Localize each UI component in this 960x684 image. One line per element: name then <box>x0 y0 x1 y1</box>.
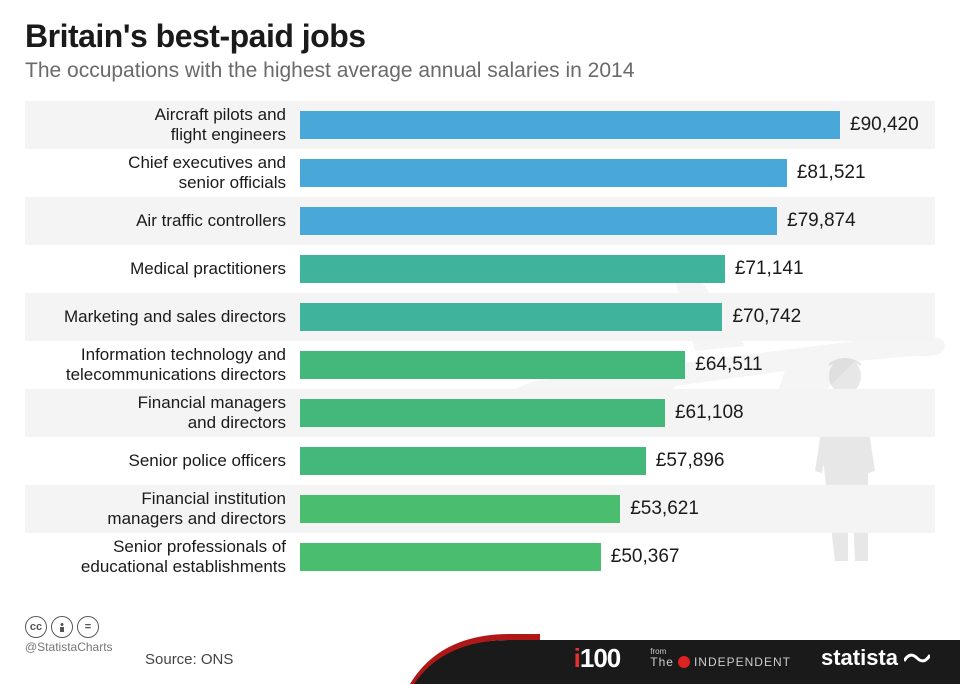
chart-row: Senior police officers £57,896 <box>25 437 935 485</box>
chart-row: Aircraft pilots andflight engineers £90,4… <box>25 101 935 149</box>
by-icon <box>51 616 73 638</box>
i100-logo: i100 <box>574 643 621 674</box>
bar-value: £61,108 <box>675 402 744 424</box>
chart-row: Information technology andtelecommunicat… <box>25 341 935 389</box>
row-label: Financial managersand directors <box>25 393 300 432</box>
independent-logo: from The INDEPENDENT <box>650 648 791 668</box>
bar <box>300 399 665 427</box>
bar <box>300 159 787 187</box>
row-label: Marketing and sales directors <box>25 307 300 327</box>
bar-value: £53,621 <box>630 498 699 520</box>
bar-cell: £70,742 <box>300 303 935 331</box>
row-label: Air traffic controllers <box>25 211 300 231</box>
bar-value: £79,874 <box>787 210 856 232</box>
bar-value: £81,521 <box>797 162 866 184</box>
twitter-handle: @StatistaCharts <box>25 640 113 654</box>
chart-row: Senior professionals ofeducational estab… <box>25 533 935 581</box>
statista-logo: statista <box>821 645 930 671</box>
chart-footer: cc = @StatistaCharts Source: ONS i100 fr… <box>0 616 960 684</box>
bar-cell: £81,521 <box>300 159 935 187</box>
eagle-icon <box>678 656 690 668</box>
bar-cell: £71,141 <box>300 255 935 283</box>
bar-value: £71,141 <box>735 258 804 280</box>
bar-cell: £79,874 <box>300 207 935 235</box>
bar <box>300 303 722 331</box>
bar <box>300 543 601 571</box>
bar <box>300 255 725 283</box>
chart-row: Financial managersand directors £61,108 <box>25 389 935 437</box>
bar <box>300 351 685 379</box>
cc-icon: cc <box>25 616 47 638</box>
cc-license-icons: cc = <box>25 616 113 638</box>
bar-value: £90,420 <box>850 114 919 136</box>
chart-row: Chief executives andsenior officials £81,… <box>25 149 935 197</box>
bar-cell: £53,621 <box>300 495 935 523</box>
bar <box>300 447 646 475</box>
chart-subtitle: The occupations with the highest average… <box>25 59 935 83</box>
bar-value: £64,511 <box>695 354 762 376</box>
bar-cell: £57,896 <box>300 447 935 475</box>
bar <box>300 495 620 523</box>
chart-row: Financial institutionmanagers and direct… <box>25 485 935 533</box>
statista-wave-icon <box>904 649 930 667</box>
bar-cell: £64,511 <box>300 351 935 379</box>
source-text: Source: ONS <box>145 651 233 668</box>
bar <box>300 111 840 139</box>
row-label: Senior police officers <box>25 451 300 471</box>
chart-row: Medical practitioners £71,141 <box>25 245 935 293</box>
bar-cell: £90,420 <box>300 111 935 139</box>
bar-value: £50,367 <box>611 546 680 568</box>
bar-value: £70,742 <box>732 306 801 328</box>
chart-row: Air traffic controllers £79,874 <box>25 197 935 245</box>
nd-icon: = <box>77 616 99 638</box>
row-label: Financial institutionmanagers and direct… <box>25 489 300 528</box>
chart-row: Marketing and sales directors £70,742 <box>25 293 935 341</box>
bar <box>300 207 777 235</box>
bar-cell: £61,108 <box>300 399 935 427</box>
row-label: Information technology andtelecommunicat… <box>25 345 300 384</box>
bar-chart: Aircraft pilots andflight engineers £90,4… <box>25 101 935 581</box>
chart-title: Britain's best-paid jobs <box>25 18 935 55</box>
row-label: Aircraft pilots andflight engineers <box>25 105 300 144</box>
row-label: Medical practitioners <box>25 259 300 279</box>
bar-value: £57,896 <box>656 450 725 472</box>
row-label: Chief executives andsenior officials <box>25 153 300 192</box>
bar-cell: £50,367 <box>300 543 935 571</box>
row-label: Senior professionals ofeducational estab… <box>25 537 300 576</box>
